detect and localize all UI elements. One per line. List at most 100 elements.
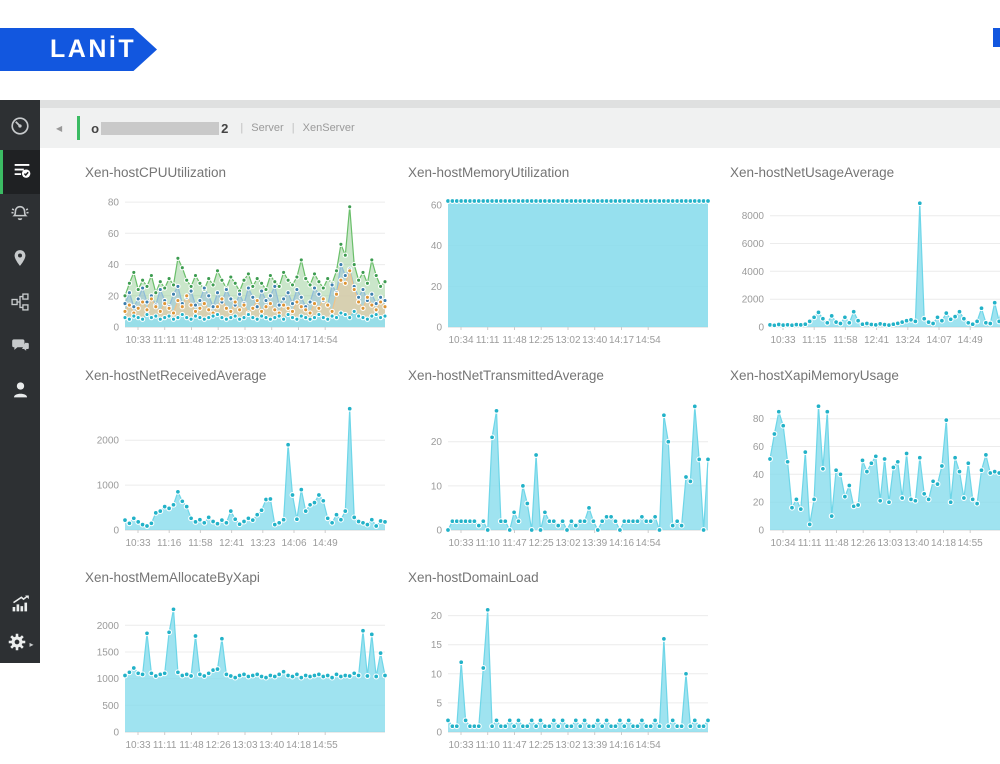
breadcrumb: ◀ o 2 | Server | XenServer — [40, 108, 1000, 148]
svg-text:20: 20 — [431, 437, 443, 448]
chart-canvas-xapi-memory[interactable]: 02040608010:3411:1111:4812:2613:0313:401… — [730, 390, 1000, 562]
svg-text:13:03: 13:03 — [877, 538, 902, 549]
svg-text:1000: 1000 — [97, 674, 120, 685]
chart-title: Xen-hostXapiMemoryUsage — [730, 366, 1000, 390]
svg-text:1500: 1500 — [97, 648, 120, 659]
svg-text:6000: 6000 — [742, 239, 765, 250]
svg-text:14:54: 14:54 — [636, 335, 661, 346]
chart-title: Xen-hostMemAllocateByXapi — [85, 568, 395, 592]
svg-text:10:34: 10:34 — [770, 538, 795, 549]
svg-text:500: 500 — [102, 701, 119, 712]
svg-text:11:15: 11:15 — [802, 335, 827, 346]
chart-card: Xen-hostXapiMemoryUsage 02040608010:3411… — [730, 366, 1000, 562]
svg-text:13:02: 13:02 — [555, 538, 580, 549]
breadcrumb-path: | Server | XenServer — [235, 122, 354, 134]
svg-text:12:25: 12:25 — [529, 538, 554, 549]
svg-text:80: 80 — [108, 198, 120, 209]
svg-text:14:18: 14:18 — [931, 538, 956, 549]
svg-text:10: 10 — [431, 481, 443, 492]
svg-text:40: 40 — [108, 260, 120, 271]
svg-text:13:24: 13:24 — [895, 335, 920, 346]
status-green-bar — [77, 116, 80, 140]
svg-text:20: 20 — [753, 498, 765, 509]
back-arrow-icon[interactable]: ◀ — [56, 124, 62, 133]
sidebar-item-monitor-list[interactable] — [0, 150, 40, 194]
chart-canvas-cpu-utilization[interactable]: 02040608010:3311:1111:4812:2513:0313:401… — [85, 187, 395, 359]
sidebar-item-alarms[interactable] — [0, 194, 40, 238]
svg-text:14:17: 14:17 — [286, 335, 311, 346]
svg-text:14:54: 14:54 — [636, 538, 661, 549]
svg-text:14:16: 14:16 — [609, 538, 634, 549]
svg-text:11:48: 11:48 — [179, 740, 204, 751]
chart-title: Xen-hostMemoryUtilization — [408, 163, 718, 187]
svg-text:10:33: 10:33 — [125, 740, 150, 751]
svg-text:60: 60 — [108, 229, 120, 240]
sidebar-spacer — [0, 414, 40, 587]
chart-card: Xen-hostDomainLoad 0510152010:3311:1011:… — [408, 568, 718, 764]
svg-text:0: 0 — [113, 526, 119, 537]
svg-text:10:34: 10:34 — [448, 335, 473, 346]
svg-text:13:23: 13:23 — [250, 538, 275, 549]
monitor-list-check-icon — [11, 159, 33, 186]
svg-text:13:03: 13:03 — [232, 335, 257, 346]
svg-text:14:55: 14:55 — [958, 538, 983, 549]
svg-text:12:26: 12:26 — [851, 538, 876, 549]
svg-text:14:18: 14:18 — [286, 740, 311, 751]
svg-text:14:55: 14:55 — [313, 740, 338, 751]
chart-canvas-mem-allocate[interactable]: 050010001500200010:3311:1111:4812:2613:0… — [85, 592, 395, 764]
svg-text:13:40: 13:40 — [259, 740, 284, 751]
svg-text:40: 40 — [431, 241, 443, 252]
svg-text:10:33: 10:33 — [125, 335, 150, 346]
sidebar: ▸ — [0, 100, 40, 663]
chart-title: Xen-hostDomainLoad — [408, 568, 718, 592]
chat-icon — [10, 335, 31, 361]
svg-text:12:25: 12:25 — [529, 335, 554, 346]
sidebar-item-reports[interactable] — [0, 587, 40, 625]
sidebar-item-settings[interactable]: ▸ — [0, 625, 40, 663]
svg-text:10:33: 10:33 — [770, 335, 795, 346]
svg-text:11:10: 11:10 — [476, 538, 501, 549]
svg-text:11:48: 11:48 — [179, 335, 204, 346]
topology-icon — [10, 292, 30, 317]
svg-text:14:49: 14:49 — [313, 538, 338, 549]
svg-text:8000: 8000 — [742, 211, 765, 222]
svg-text:13:02: 13:02 — [555, 740, 580, 751]
svg-text:11:10: 11:10 — [476, 740, 501, 751]
svg-text:0: 0 — [436, 323, 442, 334]
chart-canvas-net-transmitted[interactable]: 0102010:3311:1011:4712:2513:0213:3914:16… — [408, 390, 718, 562]
svg-text:13:40: 13:40 — [904, 538, 929, 549]
chart-card: Xen-hostMemoryUtilization 020406010:3411… — [408, 163, 718, 359]
svg-text:12:25: 12:25 — [529, 740, 554, 751]
svg-text:13:40: 13:40 — [259, 335, 284, 346]
host-name-suffix: 2 — [221, 121, 228, 136]
svg-text:11:11: 11:11 — [153, 740, 177, 751]
location-pin-icon — [10, 248, 30, 273]
svg-text:14:06: 14:06 — [281, 538, 306, 549]
svg-text:12:26: 12:26 — [206, 740, 231, 751]
sidebar-item-messages[interactable] — [0, 326, 40, 370]
host-name-prefix: o — [91, 121, 99, 136]
chart-canvas-memory-utilization[interactable]: 020406010:3411:1111:4812:2513:0213:4014:… — [408, 187, 718, 359]
svg-text:12:41: 12:41 — [864, 335, 889, 346]
brand-logo: LANİT — [0, 28, 157, 71]
svg-text:11:47: 11:47 — [502, 538, 527, 549]
svg-text:14:07: 14:07 — [926, 335, 951, 346]
chevron-right-icon: ▸ — [29, 640, 33, 649]
breadcrumb-separator: | — [292, 122, 295, 134]
svg-text:40: 40 — [753, 470, 765, 481]
svg-text:80: 80 — [753, 414, 765, 425]
svg-text:0: 0 — [758, 323, 764, 334]
chart-title: Xen-hostCPUUtilization — [85, 163, 395, 187]
sidebar-item-dashboard[interactable] — [0, 106, 40, 150]
sidebar-item-locations[interactable] — [0, 238, 40, 282]
chart-canvas-domain-load[interactable]: 0510152010:3311:1011:4712:2513:0213:3914… — [408, 592, 718, 764]
chart-canvas-net-received[interactable]: 01000200010:3311:1611:5812:4113:2314:061… — [85, 390, 395, 562]
chart-title: Xen-hostNetTransmittedAverage — [408, 366, 718, 390]
svg-text:0: 0 — [758, 526, 764, 537]
svg-text:11:11: 11:11 — [798, 538, 822, 549]
chart-card: Xen-hostNetReceivedAverage 01000200010:3… — [85, 366, 395, 562]
sidebar-item-users[interactable] — [0, 370, 40, 414]
svg-text:12:25: 12:25 — [206, 335, 231, 346]
sidebar-item-topology[interactable] — [0, 282, 40, 326]
chart-canvas-net-usage[interactable]: 0200040006000800010:3311:1511:5812:4113:… — [730, 187, 1000, 359]
